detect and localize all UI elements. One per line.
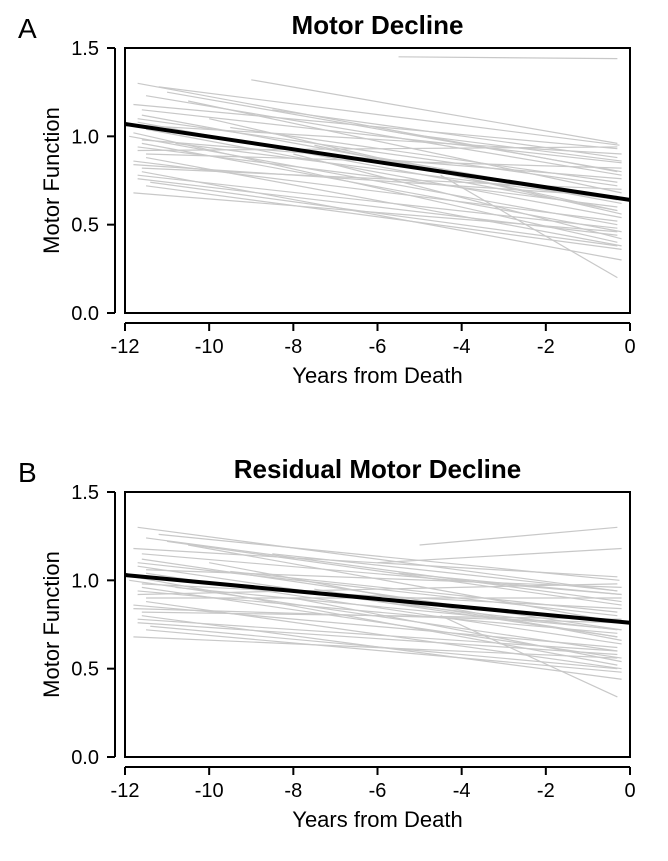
y-tick-label: 0.5 [71,659,99,681]
x-tick-label: -10 [195,780,224,802]
y-tick-label: 0.0 [71,747,99,769]
x-axis-label: Years from Death [292,807,462,832]
y-tick-label: 0.0 [71,303,99,325]
x-tick-label: -6 [369,336,387,358]
trajectory-line [441,616,618,697]
panel-label-B: B [18,457,37,488]
x-tick-label: -8 [284,780,302,802]
trajectory-line [420,527,618,545]
chart-title: Motor Decline [292,10,464,40]
x-axis-label: Years from Death [292,363,462,388]
trajectory-line [146,186,622,250]
panel-label-A: A [18,13,37,44]
x-tick-label: -12 [111,336,140,358]
x-tick-label: -6 [369,780,387,802]
x-tick-label: -10 [195,336,224,358]
x-tick-label: -4 [453,336,471,358]
x-tick-label: -2 [537,336,555,358]
trajectory-line [142,172,622,260]
x-tick-label: 0 [624,336,635,358]
y-tick-label: 1.0 [71,570,99,592]
plot-frame [125,492,630,757]
x-tick-label: 0 [624,780,635,802]
individual-trajectories [129,527,621,697]
individual-trajectories [129,57,621,278]
trajectory-line [138,175,618,228]
y-tick-label: 1.5 [71,482,99,504]
x-tick-label: -4 [453,780,471,802]
trajectory-line [159,534,620,580]
trajectory-line [399,57,618,59]
y-tick-label: 1.0 [71,126,99,148]
trajectory-line [272,110,617,158]
trajectory-line [378,549,622,563]
trajectory-line [146,158,622,246]
figure-container: A Motor Decline -12 -10 -8 -6 -4 -2 0 0.0 0.5 1.0 1.… [0,0,668,861]
x-tick-label: -12 [111,780,140,802]
trajectory-line [251,80,617,144]
y-axis-label: Motor Function [39,107,64,254]
x-tick-label: -2 [537,780,555,802]
chart-title: Residual Motor Decline [234,454,522,484]
x-tick-label: -8 [284,336,302,358]
y-tick-label: 1.5 [71,38,99,60]
figure-svg: A Motor Decline -12 -10 -8 -6 -4 -2 0 0.0 0.5 1.0 1.… [0,0,668,861]
y-tick-label: 0.5 [71,215,99,237]
y-axis-label: Motor Function [39,551,64,698]
